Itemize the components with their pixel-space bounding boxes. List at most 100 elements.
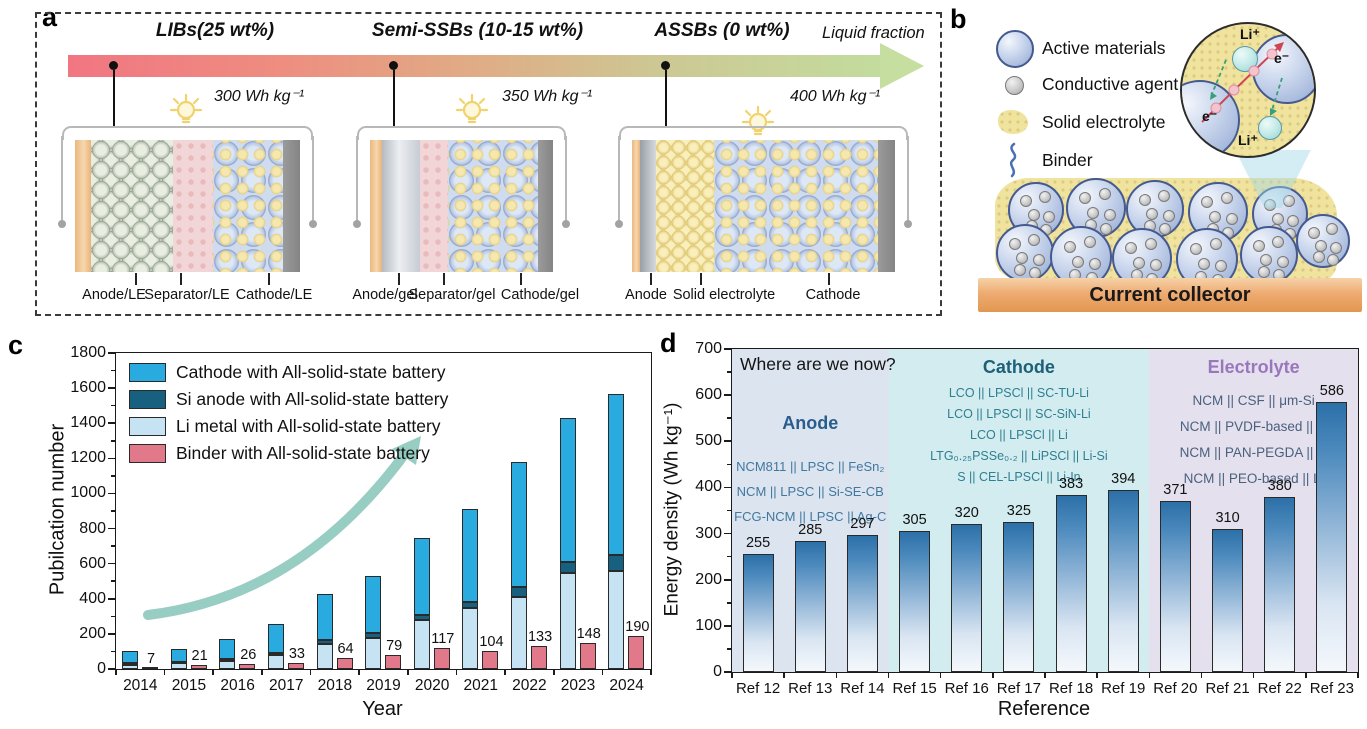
current-collector-layer	[538, 140, 553, 272]
conductive-agent-sphere-icon	[1032, 254, 1045, 267]
stacked-bar-segment	[462, 607, 479, 669]
label-anode-le: Anode/LE	[82, 287, 146, 303]
stage-label-libs: LIBs(25 wt%)	[155, 20, 275, 41]
y-tick-label: 800	[79, 519, 106, 537]
separator-le-layer	[173, 140, 213, 272]
energy-bar	[742, 554, 774, 672]
binder-bar	[433, 648, 450, 669]
circuit-bracket	[62, 126, 313, 140]
leader-line	[828, 273, 830, 285]
binder-value-label: 133	[527, 628, 553, 645]
x-tick	[1305, 672, 1307, 678]
label-cathode-le: Cathode/LE	[235, 287, 313, 303]
circuit-node	[615, 220, 623, 228]
conductive-agent-sphere-icon	[1149, 259, 1162, 272]
solid-electrolyte-blob-icon	[998, 110, 1028, 134]
y-tick	[108, 668, 116, 670]
binder-value-label: 33	[288, 646, 305, 663]
region-annotation: LCO || LPSCl || SC-TU-Li	[948, 386, 1089, 400]
leader-line	[268, 273, 270, 285]
energy-value-label: 255	[745, 535, 771, 552]
x-tick-label: Ref 15	[892, 680, 937, 697]
leader-line	[180, 273, 182, 285]
energy-bar	[1055, 495, 1087, 672]
stacked-bar-segment	[559, 417, 576, 562]
y-tick	[111, 475, 116, 477]
label-cathode-gel: Cathode/gel	[500, 287, 580, 303]
stage-dot-libs	[109, 61, 118, 70]
legend-label: Cathode with All-solid-state battery	[176, 362, 446, 382]
stacked-bar-segment	[267, 652, 284, 656]
y-tick	[111, 369, 116, 372]
leader-line	[650, 273, 652, 285]
y-tick-label: 600	[79, 554, 106, 572]
solid-electrolyte-layer	[656, 140, 714, 272]
cathode-le-layer	[213, 140, 283, 272]
y-tick-label: 700	[695, 340, 722, 357]
energy-bar	[846, 534, 878, 672]
x-tick-label: Ref 23	[1309, 680, 1354, 697]
bulb-icon	[169, 93, 203, 124]
stacked-bar-segment	[413, 620, 430, 669]
conductive-agent-sphere-icon	[1005, 76, 1024, 95]
binder-value-label: 64	[337, 640, 354, 657]
leader-line	[700, 273, 702, 285]
x-tick	[163, 669, 166, 675]
stage-label-semi-ssbs: Semi-SSBs (10-15 wt%)	[371, 20, 584, 41]
conductive-agent-sphere-icon	[1043, 211, 1056, 224]
energy-bar	[951, 524, 983, 672]
x-tick-label: Ref 14	[840, 680, 885, 697]
stacked-bar-segment	[413, 538, 430, 615]
energy-bar	[1107, 490, 1139, 672]
stacked-bar-segment	[170, 648, 187, 662]
panel-a-letter: a	[42, 2, 58, 32]
stacked-bar-segment	[462, 602, 479, 608]
legend-swatch	[129, 363, 166, 382]
y-tick-label: 500	[695, 432, 722, 450]
conductive-agent-sphere-icon	[1260, 253, 1273, 266]
stacked-bar-segment	[365, 575, 382, 634]
y-tick	[111, 615, 116, 618]
energy-value-label: 297	[850, 515, 875, 532]
conductive-agent-sphere-icon	[1330, 242, 1342, 254]
region-annotation: FCG-NCM || LPSC || Ag-C	[734, 509, 887, 524]
conductive-agent-sphere-icon	[1313, 251, 1325, 263]
y-tick	[111, 404, 116, 407]
stacked-bar-segment	[511, 587, 528, 598]
stacked-bar-segment	[559, 561, 576, 574]
label-anode: Anode	[625, 287, 667, 303]
y-tick	[727, 371, 732, 373]
li-ion-label: Li⁺	[1240, 26, 1260, 42]
x-tick	[212, 669, 215, 675]
panel-d-letter: d	[660, 328, 677, 358]
y-tick-label: 400	[695, 478, 722, 496]
binder-bar	[190, 665, 207, 669]
energy-bar	[794, 540, 826, 672]
stage-dot-semi	[389, 61, 398, 70]
stacked-bar-segment	[219, 659, 236, 662]
conductive-agent-sphere-icon	[1071, 255, 1084, 268]
region-title: Electrolyte	[1207, 357, 1300, 377]
y-tick	[108, 457, 116, 460]
y-tick	[108, 527, 116, 530]
energy-300-label: 300 Wh kg⁻¹	[214, 88, 305, 105]
conductive-agent-sphere-icon	[1138, 193, 1151, 206]
stage-wire-semi	[392, 70, 395, 127]
y-tick	[108, 562, 116, 565]
stacked-bar-segment	[608, 571, 625, 669]
legend-item: Si anode with All-solid-state battery	[129, 389, 448, 410]
stacked-bar-segment	[511, 597, 528, 669]
x-tick	[407, 669, 409, 675]
energy-value-label: 285	[798, 521, 823, 538]
conductive-agent-sphere-icon	[1162, 210, 1175, 223]
active-material-sphere-icon	[1296, 214, 1350, 268]
stacked-bar-segment	[511, 461, 528, 588]
x-tick	[358, 669, 360, 675]
current-collector-layer	[370, 140, 382, 272]
conductive-agent-sphere-icon	[1125, 242, 1138, 255]
circuit-wire-right	[907, 136, 909, 224]
x-tick	[1357, 672, 1359, 678]
energy-bar	[899, 531, 931, 672]
conductive-agent-sphere-icon	[1252, 239, 1265, 252]
